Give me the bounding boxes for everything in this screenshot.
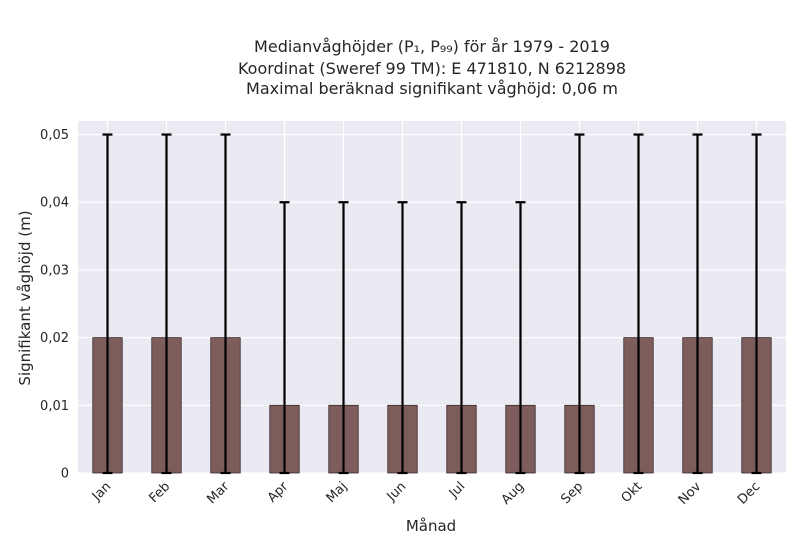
x-tick-label: Nov <box>676 479 705 508</box>
y-tick-label: 0,01 <box>40 399 69 414</box>
x-tick-label: Feb <box>146 479 173 506</box>
y-tick-label: 0,05 <box>40 128 69 143</box>
x-tick-label: Dec <box>735 479 763 507</box>
y-tick-label: 0,02 <box>40 331 69 346</box>
x-tick-label: Aug <box>499 479 528 508</box>
x-tick-label: Jun <box>384 479 410 505</box>
x-tick-label: Maj <box>324 479 351 506</box>
x-tick-label: Jan <box>89 479 114 504</box>
title-line-2: Koordinat (Sweref 99 TM): E 471810, N 62… <box>238 59 626 78</box>
y-tick-label: 0 <box>61 467 69 482</box>
y-tick-label: 0,03 <box>40 263 69 278</box>
y-axis-label: Signifikant våghöjd (m) <box>16 210 34 385</box>
x-tick-label: Mar <box>204 479 232 507</box>
x-tick-label: Jul <box>446 479 468 501</box>
title-line-1: Medianvåghöjder (P₁, P₉₉) för år 1979 - … <box>254 37 610 56</box>
chart-title: Medianvåghöjder (P₁, P₉₉) för år 1979 - … <box>238 37 626 98</box>
y-tick-labels: 0 0,01 0,02 0,03 0,04 0,05 <box>40 128 69 481</box>
error-bars <box>102 133 762 475</box>
title-line-3: Maximal beräknad signifikant våghöjd: 0,… <box>246 79 618 98</box>
x-tick-label: Apr <box>265 479 292 506</box>
x-tick-label: Sep <box>558 479 586 507</box>
plot-area <box>78 121 786 473</box>
x-tick-label: Okt <box>619 479 646 506</box>
x-axis-label: Månad <box>406 517 456 535</box>
y-tick-label: 0,04 <box>40 196 69 211</box>
x-tick-labels: Jan Feb Mar Apr Maj Jun Jul Aug Sep Okt Nov Dec <box>89 479 763 508</box>
